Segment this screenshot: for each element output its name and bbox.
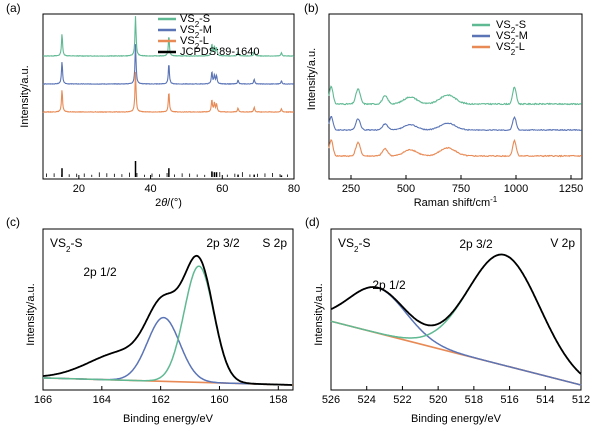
x-tick-label: 164: [93, 394, 111, 406]
series-line-s: [328, 85, 582, 106]
x-tick-label: 518: [465, 394, 483, 406]
panel-label: (c): [6, 215, 20, 229]
x-tick-label: 162: [151, 394, 169, 406]
x-tick-label: 520: [429, 394, 447, 406]
x-tick-label: 512: [572, 394, 590, 406]
panel-c: (c) 166 164 162 160 158 Binding energy/eV Inten…: [6, 215, 294, 425]
x-tick-label: 750: [452, 183, 470, 195]
panel-d: (d) 526 524 522 520 518 516 514 512 Binding energ…: [305, 215, 590, 425]
y-axis-label: Intensity/a.u.: [306, 48, 318, 110]
peak-label: 2p 3/2: [459, 237, 493, 251]
panel-a: (a)20 40 60 802θ/(°)Intensity/a.u.VS2-SVS2-…: [6, 1, 300, 209]
legend-entry: VS2-L: [180, 35, 209, 51]
x-tick-label: 40: [144, 183, 156, 195]
series-line-m: [328, 116, 582, 132]
x-tick-label: 526: [322, 394, 340, 406]
x-tick-label: 1000: [504, 183, 528, 195]
x-tick-label: 160: [210, 394, 228, 406]
x-tick-label: 20: [73, 183, 85, 195]
series-line-l: [328, 138, 583, 158]
panel-label: (b): [304, 1, 319, 15]
legend-entry: VS2-S: [496, 19, 526, 35]
series-line-m: [42, 44, 295, 86]
x-axis-label: Raman shift/cm-1: [414, 195, 498, 210]
y-axis-label: Intensity/a.u.: [19, 65, 31, 127]
sample-label: VS2-S: [50, 236, 82, 254]
series-line-l: [42, 71, 295, 113]
x-axis-label: Binding energy/eV: [123, 413, 214, 425]
peak-label: 2p 1/2: [372, 278, 406, 292]
x-axis-label: Binding energy/eV: [411, 413, 502, 425]
x-tick-label: 524: [358, 394, 376, 406]
plot-frame: [42, 228, 294, 391]
x-tick-label: 516: [500, 394, 518, 406]
region-label: S 2p: [262, 236, 287, 250]
region-label: V 2p: [550, 236, 575, 250]
plot-frame: [42, 13, 295, 180]
legend-entry: VS2-M: [180, 24, 212, 40]
legend-entry: VS2-L: [496, 41, 525, 57]
x-axis-label: 2θ/(°): [155, 197, 182, 209]
y-axis-label: Intensity/a.u.: [25, 283, 37, 345]
x-tick-label: 514: [536, 394, 554, 406]
plot-frame: [328, 13, 583, 180]
x-tick-label: 166: [34, 394, 52, 406]
envelope-curve: [42, 254, 293, 386]
peak-label: 2p 1/2: [83, 265, 117, 279]
panel-b: (b) 250 500 750 1000 1250 Raman shift/cm-1 Inte…: [304, 1, 583, 209]
x-tick-label: 522: [393, 394, 411, 406]
x-tick-label: 1250: [559, 183, 583, 195]
x-tick-label: 60: [216, 183, 228, 195]
plot-frame: [330, 228, 582, 391]
component-curve: [330, 286, 582, 386]
x-tick-label: 80: [288, 183, 300, 195]
envelope-curve: [330, 253, 582, 375]
peak-label: 2p 3/2: [206, 236, 240, 250]
panel-label: (a): [6, 1, 21, 15]
legend-entry: VS2-M: [496, 30, 528, 46]
component-curve: [43, 316, 293, 386]
x-tick-label: 500: [397, 183, 415, 195]
legend-entry: JCPDS:89-1640: [180, 46, 260, 58]
x-tick-label: 158: [269, 394, 287, 406]
sample-label: VS2-S: [338, 236, 370, 254]
legend-entry: VS2-S: [180, 13, 210, 29]
y-axis-label: Intensity/a.u.: [313, 283, 325, 345]
x-tick-label: 250: [342, 183, 360, 195]
panel-label: (d): [305, 215, 320, 229]
reference-bars: [46, 161, 288, 177]
